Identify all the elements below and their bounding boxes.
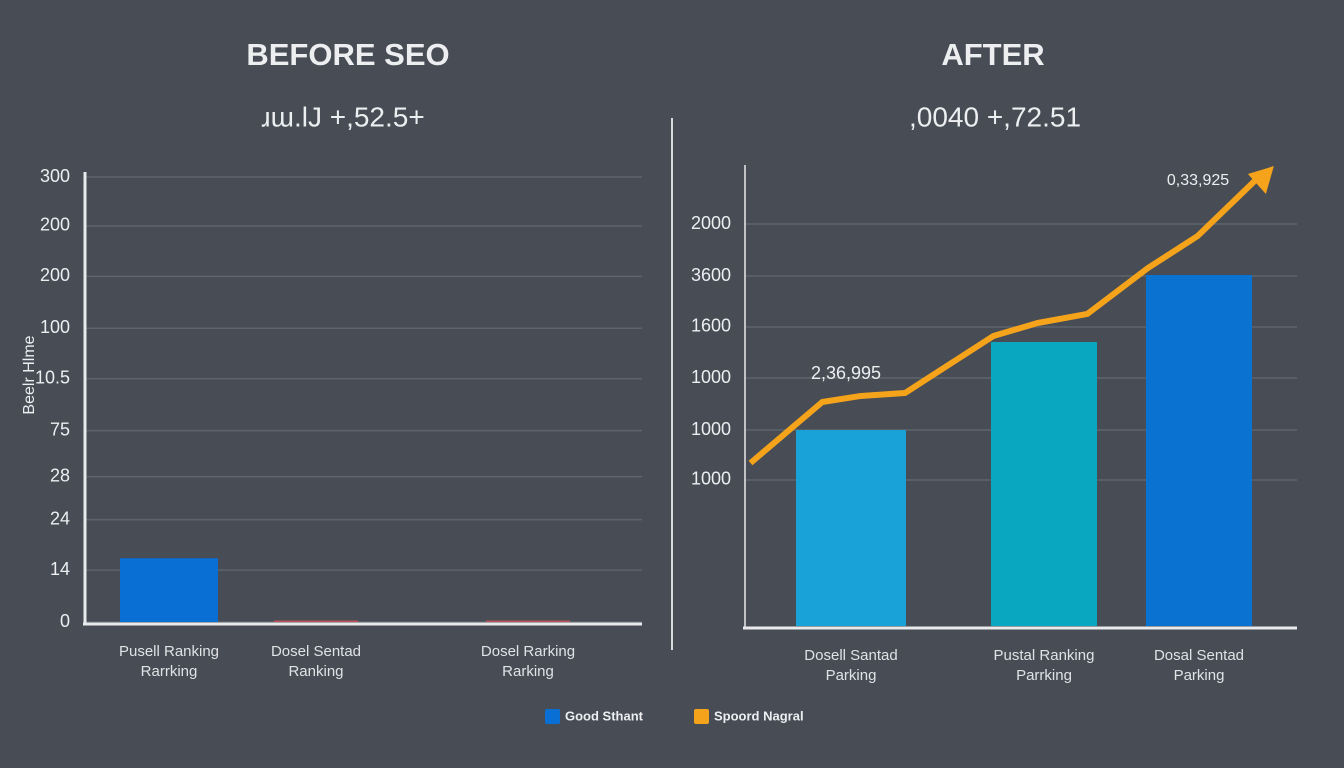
- y-tick-label: 28: [50, 465, 70, 485]
- x-tick-label-line: Rarrking: [141, 663, 198, 680]
- x-tick-label-line: Dosel Rarking: [481, 643, 575, 660]
- bar: [1146, 274, 1252, 626]
- legend-label: Spoord Nagral: [714, 708, 804, 723]
- chart-title: BEFORE SEO: [246, 37, 449, 72]
- bar: [120, 558, 218, 622]
- x-tick-label: Dosel Sentad Ranking: [271, 643, 361, 680]
- y-tick-label: 200: [40, 215, 70, 235]
- x-tick-label-line: Parking: [1174, 667, 1225, 684]
- legend-swatch: [694, 709, 709, 724]
- y-tick-label: 1000: [691, 367, 731, 387]
- chart-subtitle: ,0040 +,72.51: [909, 101, 1081, 132]
- x-tick-label: Dosel Rarking Rarking: [481, 643, 575, 680]
- x-tick-label-line: Pusell Ranking: [119, 643, 219, 660]
- x-tick-label-line: Rarking: [502, 663, 554, 680]
- y-tick-label: 75: [50, 419, 70, 439]
- y-tick-label: 2000: [691, 213, 731, 233]
- y-tick-label: 300: [40, 166, 70, 186]
- chart-title: AFTER: [941, 37, 1044, 72]
- annotation: 2,36,995: [811, 363, 881, 383]
- x-tick-label-line: Parrking: [1016, 667, 1072, 684]
- legend-label: Good Sthant: [565, 708, 644, 723]
- legend-swatch: [545, 709, 560, 724]
- y-tick-label: 10.5: [35, 367, 70, 387]
- chart-subtitle: ɹɯ.lJ +,52.5+: [261, 101, 424, 132]
- arrow-head: [1247, 166, 1274, 195]
- x-tick-label-line: Ranking: [288, 663, 343, 680]
- line: [748, 169, 1266, 466]
- x-tick-label-line: Dosal Sentad: [1154, 647, 1244, 664]
- bar: [274, 620, 358, 622]
- x-tick-label: Pusell Ranking Rarrking: [119, 643, 219, 680]
- x-tick-label: Dosell Santad Parking: [804, 647, 897, 684]
- y-tick-label: 14: [50, 559, 70, 579]
- y-tick-label: 1600: [691, 316, 731, 336]
- y-tick-label: 1000: [691, 419, 731, 439]
- x-tick-label-line: Dosell Santad: [804, 647, 897, 664]
- x-tick-label-line: Dosel Sentad: [271, 643, 361, 660]
- y-tick-label: 200: [40, 265, 70, 285]
- y-tick-label: 24: [50, 508, 70, 528]
- y-tick-label: 0: [60, 611, 70, 631]
- bar: [486, 620, 570, 622]
- y-tick-label: 100: [40, 317, 70, 337]
- annotation: 0,33,925: [1167, 172, 1229, 189]
- y-tick-label: 3600: [691, 265, 731, 285]
- x-tick-label-line: Parking: [826, 667, 877, 684]
- x-tick-label-line: Pustal Ranking: [994, 647, 1095, 664]
- bar: [991, 342, 1097, 626]
- y-axis-label: Beelr Hlme: [21, 335, 38, 414]
- bar: [796, 430, 906, 626]
- y-tick-label: 1000: [691, 469, 731, 489]
- x-tick-label: Dosal Sentad Parking: [1154, 647, 1244, 684]
- x-tick-label: Pustal Ranking Parrking: [994, 647, 1095, 684]
